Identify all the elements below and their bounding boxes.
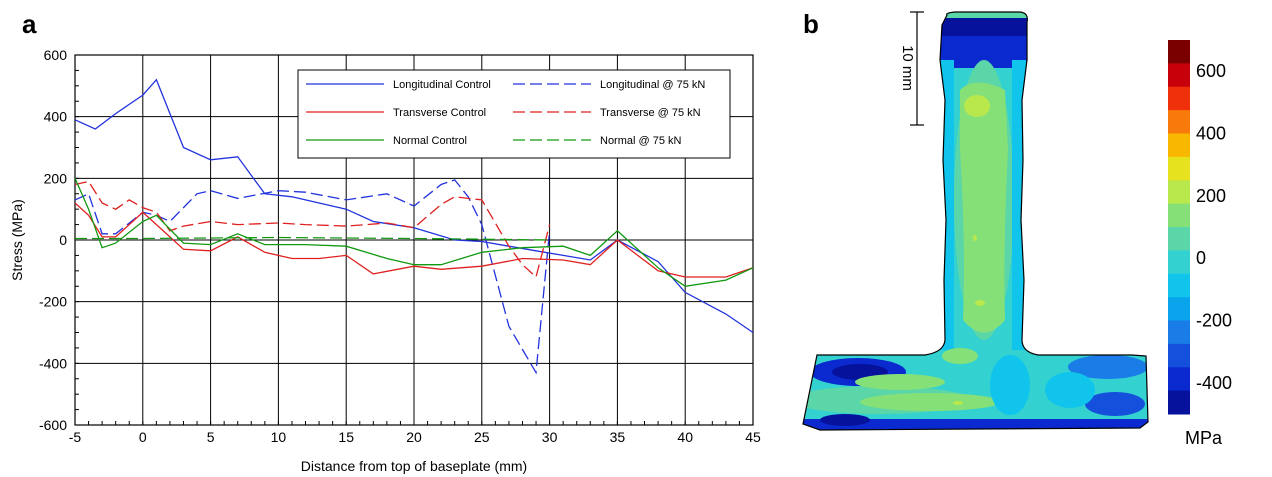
- stress-contour-map: [802, 11, 1149, 431]
- colorbar-swatch: [1168, 343, 1190, 368]
- colorbar-swatch: [1168, 227, 1190, 251]
- x-tick-label: 30: [542, 429, 558, 445]
- colorbar-ticks: 600 400 200 0 -200 -400: [1196, 61, 1232, 393]
- series-line-1: [75, 179, 551, 375]
- series-layer: [75, 78, 753, 375]
- legend-entry: Longitudinal @ 75 kN: [600, 79, 705, 91]
- series-line-3: [75, 180, 551, 279]
- x-tick-label: 20: [406, 429, 422, 445]
- panel-b-label: b: [803, 9, 819, 39]
- contour-fill: [803, 12, 1148, 430]
- colorbar-tick-label: -400: [1196, 373, 1232, 393]
- colorbar-swatch: [1168, 40, 1190, 64]
- colorbar-swatches: [1168, 40, 1190, 415]
- scale-bar-label: 10 mm: [899, 45, 916, 91]
- series-line-4: [75, 178, 753, 287]
- legend-items: Longitudinal Control Longitudinal @ 75 kN…: [306, 79, 705, 147]
- series-line-5: [75, 236, 550, 241]
- colorbar-tick-label: 600: [1196, 61, 1226, 81]
- colorbar-swatch: [1168, 86, 1190, 111]
- colorbar-tick-label: 200: [1196, 186, 1226, 206]
- legend-box: [297, 69, 731, 159]
- colorbar-swatch: [1168, 133, 1190, 158]
- x-tick-label: 10: [271, 429, 287, 445]
- y-tick-label: -600: [39, 417, 67, 433]
- legend-entry: Transverse Control: [393, 107, 486, 119]
- colorbar-unit: MPa: [1185, 428, 1223, 448]
- colorbar-swatch: [1168, 63, 1190, 88]
- legend-entry: Normal Control: [393, 135, 467, 147]
- ticks: -5 0 5 10 15 20 25 30 35 40 45 -600 -400 -200 0 200 400 6…: [39, 47, 761, 445]
- y-tick-label: 0: [59, 232, 67, 248]
- colorbar-swatch: [1168, 250, 1190, 275]
- y-tick-label: 200: [44, 170, 68, 186]
- weld-outline: [802, 11, 1149, 431]
- y-tick-label: 600: [44, 47, 68, 63]
- colorbar-swatch: [1168, 180, 1190, 205]
- colorbar-tick-label: -200: [1196, 311, 1232, 331]
- scale-bar: 10 mm: [899, 11, 924, 126]
- y-axis-label: Stress (MPa): [9, 199, 25, 281]
- colorbar-swatch: [1168, 156, 1190, 181]
- y-tick-label: -200: [39, 294, 67, 310]
- colorbar-tick-label: 400: [1196, 124, 1226, 144]
- colorbar-swatch: [1168, 273, 1190, 298]
- x-tick-label: 25: [474, 429, 490, 445]
- legend: Longitudinal Control Longitudinal @ 75 kN…: [297, 69, 731, 159]
- x-tick-label: 45: [745, 429, 761, 445]
- legend-entry: Longitudinal Control: [393, 79, 491, 91]
- x-tick-label: 5: [207, 429, 215, 445]
- x-tick-label: 40: [677, 429, 693, 445]
- colorbar-swatch: [1168, 203, 1190, 228]
- panel-a-label: a: [22, 9, 37, 39]
- series-line-2: [75, 202, 753, 278]
- y-tick-label: -400: [39, 355, 67, 371]
- colorbar-swatch: [1168, 367, 1190, 392]
- x-tick-label: -5: [69, 429, 82, 445]
- x-tick-label: 0: [139, 429, 147, 445]
- colorbar-tick-label: 0: [1196, 248, 1206, 268]
- x-tick-label: 35: [610, 429, 626, 445]
- stress-line-chart: -5 0 5 10 15 20 25 30 35 40 45 -600 -400 -200 0 200 400 6…: [9, 47, 761, 474]
- x-tick-label: 15: [338, 429, 354, 445]
- colorbar-swatch: [1168, 390, 1190, 415]
- y-tick-label: 400: [44, 109, 68, 125]
- x-axis-label: Distance from top of baseplate (mm): [301, 458, 527, 474]
- legend-entry: Normal @ 75 kN: [600, 135, 682, 147]
- colorbar: 600 400 200 0 -200 -400 MPa: [1168, 40, 1232, 448]
- legend-entry: Transverse @ 75 kN: [600, 107, 701, 119]
- colorbar-swatch: [1168, 110, 1190, 135]
- colorbar-swatch: [1168, 297, 1190, 322]
- colorbar-swatch: [1168, 320, 1190, 345]
